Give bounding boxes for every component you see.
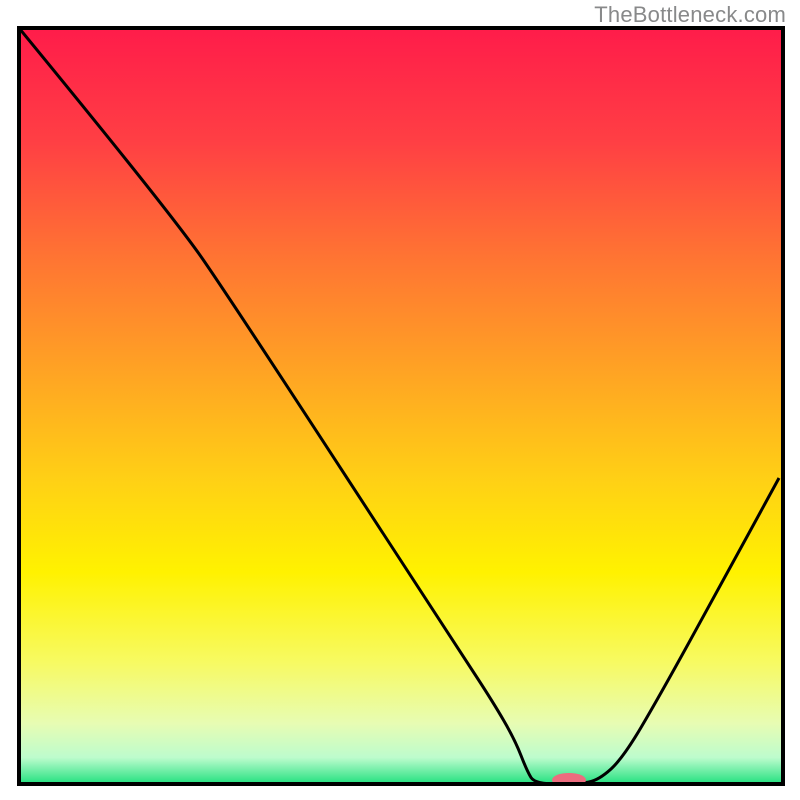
chart-background [19, 28, 783, 784]
bottleneck-chart [0, 0, 800, 800]
watermark-text: TheBottleneck.com [594, 2, 786, 28]
